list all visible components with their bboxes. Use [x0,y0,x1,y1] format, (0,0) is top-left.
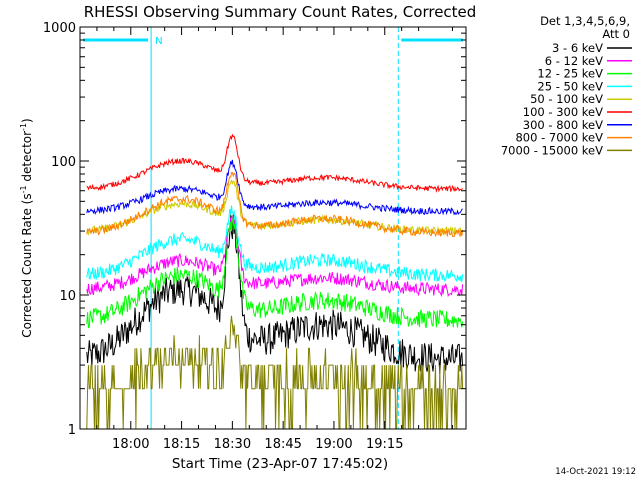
series-line [86,214,464,374]
series-line [86,216,464,329]
axis-layer: 18:00 18:15 18:30 18:45 19:00 19:15 1 10 100 1000 [43,21,466,452]
x-tick-label: 18:00 [112,437,149,452]
x-tick-label: 19:00 [315,437,352,452]
legend-label: 300 - 800 keV [523,118,603,132]
legend-label: 50 - 100 keV [530,92,603,106]
legend-label: 100 - 300 keV [523,105,603,119]
series-line [86,315,464,430]
x-tick-label: 18:45 [264,437,301,452]
y-tick-label: 1000 [43,21,76,36]
y-tick-label: 1 [68,423,76,438]
chart-title: RHESSI Observing Summary Count Rates, Co… [84,3,477,21]
series-line [86,171,464,238]
y-axis-label: Corrected Count Rate (s-1 detector-1) [19,118,34,337]
y-tick-label: 10 [59,289,76,304]
legend-detectors: Det 1,3,4,5,6,9, [540,14,630,28]
x-tick-label: 18:30 [214,437,251,452]
series-layer [86,133,464,430]
series-line [86,159,463,216]
plot-frame [79,26,467,430]
x-tick-label: 18:15 [163,437,200,452]
legend-label: 12 - 25 keV [537,67,603,81]
series-line [86,215,464,298]
series-line [86,133,463,193]
legend-label: 25 - 50 keV [537,79,603,93]
legend-label: 3 - 6 keV [552,41,603,55]
y-tick-label: 100 [51,155,76,170]
timestamp: 14-Oct-2021 19:12 [555,467,636,477]
x-tick-label: 19:15 [366,437,403,452]
legend-label: 7000 - 15000 keV [501,143,603,157]
series-line [86,205,464,283]
night-label: N [155,36,162,47]
x-axis-label: Start Time (23-Apr-07 17:45:02) [172,456,388,472]
legend-label: 6 - 12 keV [545,54,603,68]
legend-label: 800 - 7000 keV [515,131,603,145]
legend-attenuator: Att 0 [602,27,630,41]
